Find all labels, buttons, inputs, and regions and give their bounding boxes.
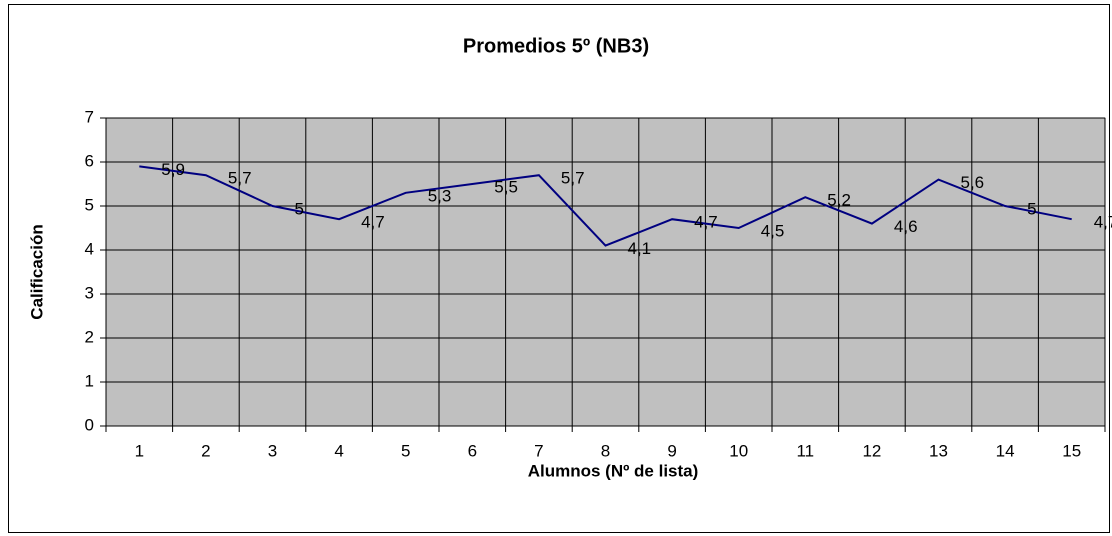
x-tick-label: 14 <box>996 441 1015 460</box>
data-label: 5,9 <box>161 160 185 179</box>
data-label: 5 <box>1027 199 1036 218</box>
data-label: 4,6 <box>894 217 918 236</box>
y-tick-label: 4 <box>85 239 94 258</box>
data-label: 4,7 <box>694 213 718 232</box>
y-tick-label: 3 <box>85 283 94 302</box>
data-label: 5,6 <box>961 173 985 192</box>
data-label: 5 <box>295 199 304 218</box>
x-tick-label: 15 <box>1062 441 1081 460</box>
data-label: 5,2 <box>827 191 851 210</box>
data-label: 5,5 <box>494 177 518 196</box>
x-tick-label: 10 <box>729 441 748 460</box>
y-tick-label: 7 <box>85 107 94 126</box>
y-tick-label: 5 <box>85 195 94 214</box>
data-line <box>139 165 1072 247</box>
x-tick-label: 1 <box>135 441 144 460</box>
x-tick-label: 5 <box>401 441 410 460</box>
plot-area <box>105 117 1106 427</box>
x-tick-label: 12 <box>862 441 881 460</box>
data-label: 4,5 <box>761 221 785 240</box>
y-tick-label: 0 <box>85 415 94 434</box>
y-tick-label: 6 <box>85 151 94 170</box>
chart-title: Promedios 5º (NB3) <box>463 35 649 57</box>
x-tick-label: 9 <box>667 441 676 460</box>
y-axis-title: Calificación <box>27 224 46 319</box>
data-label: 4,1 <box>628 239 652 258</box>
x-tick-label: 8 <box>601 441 610 460</box>
x-tick-label: 13 <box>929 441 948 460</box>
data-label: 5,7 <box>561 169 585 188</box>
data-label: 5,7 <box>228 169 252 188</box>
y-tick-label: 1 <box>85 371 94 390</box>
x-tick-label: 6 <box>468 441 477 460</box>
x-tick-label: 2 <box>201 441 210 460</box>
y-tick-label: 2 <box>85 327 94 346</box>
data-label: 4,7 <box>1094 213 1112 232</box>
x-axis-title: Alumnos (Nº de lista) <box>528 461 699 480</box>
x-tick-label: 3 <box>268 441 277 460</box>
data-label: 5,3 <box>428 186 452 205</box>
x-tick-label: 11 <box>796 441 814 460</box>
data-label: 4,7 <box>361 213 385 232</box>
x-tick-label: 7 <box>534 441 543 460</box>
x-tick-label: 4 <box>334 441 343 460</box>
